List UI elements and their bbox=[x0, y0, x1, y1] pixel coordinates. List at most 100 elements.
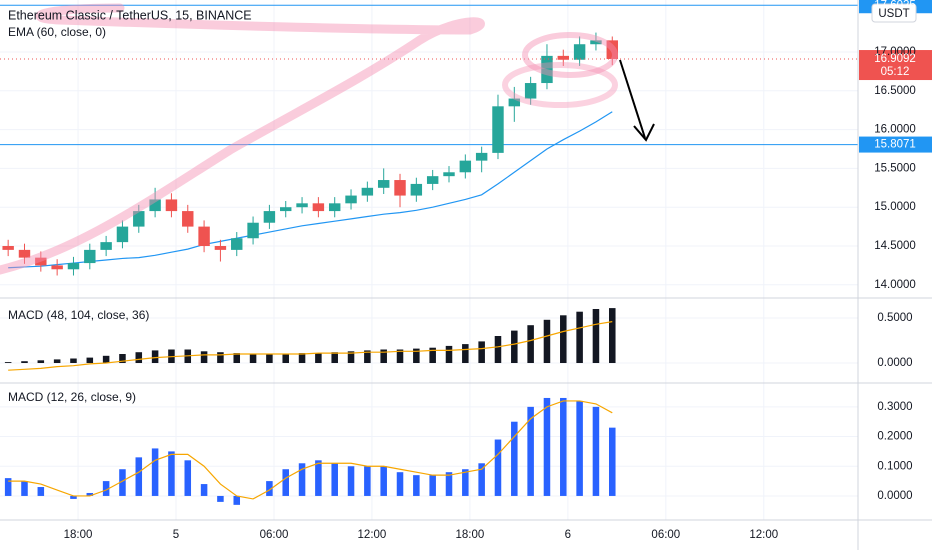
marks bbox=[0, 0, 932, 505]
histogram-bar bbox=[429, 475, 436, 496]
histogram-bar bbox=[184, 460, 192, 496]
histogram-bar bbox=[543, 397, 551, 496]
candle-body bbox=[198, 226, 210, 247]
histogram-bar bbox=[102, 481, 110, 496]
candle-body bbox=[475, 152, 488, 161]
histogram-bar bbox=[168, 451, 175, 496]
y-tick-label: 0.1000 bbox=[877, 460, 912, 472]
candle-body bbox=[35, 257, 47, 266]
candle-body bbox=[84, 249, 96, 264]
candle-body bbox=[100, 242, 112, 250]
last-price-tag bbox=[859, 50, 932, 81]
candle-body bbox=[573, 44, 586, 60]
histogram-bar bbox=[511, 330, 518, 364]
histogram-bar bbox=[21, 361, 28, 364]
last-price-label: 16.9092 bbox=[874, 53, 916, 65]
indicator-line bbox=[8, 400, 613, 500]
indicator-line bbox=[8, 321, 613, 371]
histogram-bar bbox=[543, 319, 551, 364]
histogram-bar bbox=[347, 351, 355, 364]
histogram-bar bbox=[527, 406, 534, 496]
currency-button[interactable] bbox=[871, 3, 917, 23]
histogram-bar bbox=[298, 463, 306, 496]
y-tick-label: 0.5000 bbox=[877, 312, 912, 324]
histogram-bar bbox=[494, 439, 502, 496]
x-tick-label: 06:00 bbox=[260, 529, 289, 541]
histogram-bar bbox=[282, 469, 289, 496]
histogram-bar bbox=[135, 352, 143, 364]
candle-body bbox=[214, 246, 227, 250]
countdown: 05:12 bbox=[881, 66, 910, 78]
histogram-bar bbox=[70, 495, 77, 499]
histogram-bar bbox=[217, 352, 224, 364]
histogram-bar bbox=[494, 336, 502, 364]
y-tick-label: 0.0000 bbox=[877, 490, 912, 502]
histogram-bar bbox=[592, 406, 600, 496]
histogram-bar bbox=[396, 472, 404, 496]
histogram-bar bbox=[527, 325, 534, 364]
arrow-head bbox=[633, 123, 655, 142]
candle-body bbox=[410, 183, 423, 196]
candle-body bbox=[263, 211, 276, 223]
pink-scribble bbox=[0, 3, 485, 275]
histogram-bar bbox=[364, 350, 371, 364]
histogram-bar bbox=[119, 354, 126, 364]
histogram-bar bbox=[200, 351, 208, 364]
candle-body bbox=[116, 226, 129, 243]
histogram-bar bbox=[445, 345, 453, 364]
x-tick-label: 12:00 bbox=[358, 529, 387, 541]
candle-body bbox=[51, 265, 63, 270]
y-tick-label: 14.0000 bbox=[874, 279, 916, 291]
histogram-bar bbox=[53, 359, 61, 364]
pink-circle bbox=[502, 62, 618, 108]
histogram-bar bbox=[609, 427, 616, 496]
histogram-bar bbox=[200, 484, 208, 496]
histogram-bar bbox=[249, 354, 257, 364]
x-tick-label: 18:00 bbox=[64, 529, 93, 541]
histogram-bar bbox=[151, 448, 159, 496]
histogram-bar bbox=[413, 475, 420, 496]
histogram-bar bbox=[364, 466, 371, 496]
candle-body bbox=[492, 106, 504, 153]
candle-body bbox=[165, 199, 178, 212]
price-tag bbox=[859, 136, 932, 153]
histogram-bar bbox=[315, 460, 322, 496]
grid bbox=[0, 0, 858, 520]
histogram-bar bbox=[86, 492, 94, 496]
candle-body bbox=[296, 203, 308, 208]
histogram-bar bbox=[4, 478, 12, 496]
y-tick-label: 17.0000 bbox=[874, 46, 916, 58]
histogram-bar bbox=[217, 495, 224, 502]
histogram-bar bbox=[4, 362, 12, 364]
y-tick-label: 0.3000 bbox=[877, 401, 912, 413]
histogram-bar bbox=[429, 347, 436, 364]
y-tick-label: 0.2000 bbox=[877, 431, 912, 443]
histogram-bar bbox=[86, 357, 94, 364]
candle-body bbox=[345, 195, 357, 204]
histogram-bar bbox=[282, 354, 289, 364]
candle-body bbox=[426, 176, 439, 184]
candle-body bbox=[524, 83, 537, 99]
histogram-bar bbox=[478, 463, 485, 496]
histogram-bar bbox=[37, 487, 45, 496]
histogram-bar bbox=[102, 355, 110, 364]
histogram-bar bbox=[21, 481, 28, 496]
y-tick-label: 15.5000 bbox=[874, 162, 916, 174]
histogram-bar bbox=[347, 466, 355, 496]
symbol-title: Ethereum Classic / TetherUS, 15, BINANCE bbox=[8, 8, 252, 22]
candle-body bbox=[312, 203, 325, 212]
histogram-bar bbox=[380, 349, 387, 364]
histogram-bar bbox=[560, 397, 567, 496]
x-tick-label: 5 bbox=[173, 529, 179, 541]
candle-body bbox=[377, 180, 390, 188]
histogram-bar bbox=[576, 311, 583, 364]
histogram-bar bbox=[560, 315, 567, 364]
price-tag-label: 17.6025 bbox=[874, 0, 916, 11]
macd-legend: MACD (12, 26, close, 9) bbox=[8, 390, 136, 404]
currency[interactable]: USDT bbox=[878, 8, 909, 20]
price-tag-label: 15.8071 bbox=[874, 139, 916, 151]
candle-body bbox=[328, 203, 341, 212]
histogram-bar bbox=[511, 421, 518, 496]
histogram-bar bbox=[37, 360, 45, 364]
histogram-bar bbox=[135, 457, 143, 496]
